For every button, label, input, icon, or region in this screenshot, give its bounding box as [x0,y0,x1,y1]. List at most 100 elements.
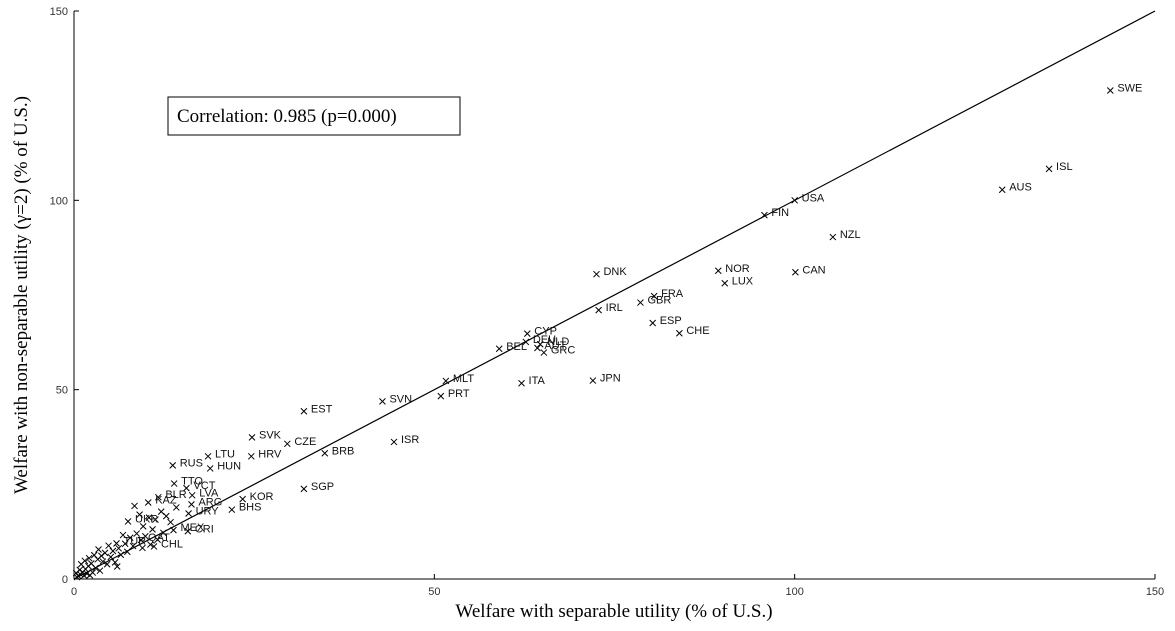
point-label: QAT [148,532,170,544]
data-point [540,349,548,356]
point-label: TTO [181,476,203,488]
point-label: LTU [215,448,235,460]
data-point [121,540,129,548]
point-label: MEX [180,522,205,534]
point-label: NZL [840,229,861,241]
point-label: HRV [258,448,282,460]
point-label: HUN [217,460,241,472]
data-point [300,407,308,415]
data-point [791,196,799,204]
point-label: NOR [725,263,750,275]
data-point [139,523,147,530]
data-point [589,377,597,384]
data-point [92,564,99,572]
point-label: TUR [124,535,147,547]
data-point [321,449,329,457]
point-label: KAZ [155,495,177,507]
data-point [495,345,503,353]
x-tick-label: 50 [428,586,440,598]
data-point [300,485,308,493]
data-point [145,514,153,522]
x-tick-label: 0 [71,586,77,598]
data-point [390,438,398,446]
data-point [185,510,192,517]
data-point [248,434,256,441]
data-point [103,560,111,568]
point-label: BRB [332,445,355,457]
point-label: KOR [250,491,274,503]
point-label: CRI [195,523,214,535]
point-label: SGP [311,481,334,493]
data-point [81,557,89,565]
point-label: DEU [533,334,556,346]
data-point [442,377,450,385]
data-point [650,292,658,300]
point-label: IRL [606,302,623,314]
data-point [149,526,156,533]
data-point [170,480,178,487]
point-label: BLR [165,489,186,501]
point-label: BEL [506,341,527,353]
point-label: VCT [193,480,215,492]
point-label: FRA [661,288,684,300]
y-tick-label: 50 [56,385,68,397]
data-point [113,563,121,570]
point-label: DNK [603,266,627,278]
point-label: URY [196,505,220,517]
data-point [136,511,143,518]
x-axis-title: Welfare with separable utility (% of U.S… [455,601,772,622]
point-label: GRC [551,345,576,357]
data-point [86,571,94,579]
data-point [90,551,98,559]
data-point [206,465,214,472]
point-label: AUS [1009,182,1032,194]
data-point [162,512,170,520]
data-point [437,392,445,400]
data-point [523,330,531,337]
point-label: EST [311,403,333,415]
data-point [150,543,158,550]
data-point [239,495,246,503]
data-point [129,542,137,550]
data-point [534,344,541,352]
y-tick-label: 100 [50,195,68,207]
data-point [170,526,177,534]
point-label: PRT [448,388,470,400]
point-label: CAN [802,264,825,276]
data-point [593,270,600,278]
data-point [99,558,107,565]
x-tick-label: 100 [785,586,803,598]
point-label: RUS [180,457,203,469]
point-label: UKR [135,513,158,525]
data-point [714,267,722,275]
data-point [228,506,236,514]
point-label: CHE [686,325,709,337]
annotation-box [167,96,461,136]
data-point [183,484,190,492]
point-label: CZE [294,436,316,448]
data-point [154,536,161,543]
point-label: GBR [647,295,671,307]
data-point [998,186,1006,194]
axes [73,11,1155,580]
y-axis-title: Welfare with non-separable utility (γ=2)… [11,96,32,494]
point-label: USA [802,192,825,204]
data-point [111,558,119,566]
data-point [123,548,131,556]
data-point [188,501,195,508]
data-point [141,532,149,540]
data-point [160,529,167,537]
data-point [283,440,291,448]
ticks: 0 50 100 150 0 50 100 150 [50,6,1165,598]
point-label: JPN [600,373,621,385]
data-point [154,493,162,501]
data-point [247,452,255,460]
data-point [379,398,386,405]
data-point [131,502,138,510]
point-label: ITA [529,375,546,387]
data-point [147,541,154,548]
point-label: SVK [259,429,282,441]
data-point [184,527,192,535]
point-label: ISR [401,434,419,446]
